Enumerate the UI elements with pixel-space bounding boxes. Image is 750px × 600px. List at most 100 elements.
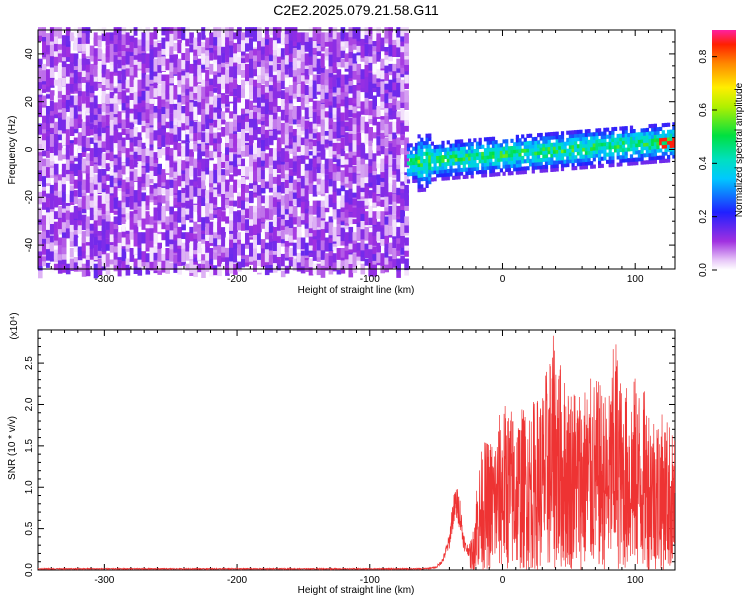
spectrogram-cell xyxy=(249,74,254,86)
spectrogram-cell xyxy=(292,190,298,199)
spectrogram-cell xyxy=(133,27,139,36)
spectrogram-cell xyxy=(661,144,665,149)
spectrogram-cell xyxy=(384,27,389,39)
spectrogram-cell xyxy=(245,158,250,167)
spectrogram-cell xyxy=(571,151,575,156)
spectrogram-cell xyxy=(507,167,511,172)
spectrogram-cell xyxy=(296,132,302,147)
spectrogram-cell xyxy=(627,161,631,166)
spectrogram-cell xyxy=(497,161,501,166)
spectrogram-cell xyxy=(653,159,657,164)
spectrogram-cell xyxy=(560,134,565,139)
spectrogram-cell xyxy=(141,163,147,175)
spectrogram-cell xyxy=(93,63,99,77)
spectrogram-cell xyxy=(412,178,416,183)
spectrogram-cell xyxy=(177,158,182,173)
spectrogram-cell xyxy=(264,100,270,115)
spectrogram-cell xyxy=(414,160,419,165)
spectrogram-cell xyxy=(121,137,127,147)
spectrogram-cell xyxy=(153,127,159,141)
spectrogram-cell xyxy=(133,132,139,147)
spectrogram-cell xyxy=(73,63,79,70)
spectrogram-cell xyxy=(233,211,238,223)
spectrogram-cell xyxy=(507,160,511,165)
spectrogram-cell xyxy=(276,205,282,217)
spectrogram-cell xyxy=(539,147,543,152)
spectrogram-cell xyxy=(653,138,657,143)
spectrogram-cell xyxy=(125,148,131,158)
spectrogram-cell xyxy=(121,248,127,262)
spectrogram-cell xyxy=(473,163,477,168)
spectrogram-cell xyxy=(53,174,59,183)
spectrogram-cell xyxy=(372,258,377,265)
spectrogram-cell xyxy=(404,221,409,233)
spectrogram-cell xyxy=(360,253,366,262)
spectrogram-cell xyxy=(253,142,258,154)
spectrogram-cell xyxy=(137,42,143,54)
spectrogram-cell xyxy=(89,100,95,113)
spectrogram-cell xyxy=(245,142,250,157)
spectrogram-cell xyxy=(105,90,111,105)
spectrogram-cell xyxy=(425,140,429,145)
spectrogram-cell xyxy=(635,132,639,137)
spectrogram-cell xyxy=(396,58,401,69)
spectrogram-cell xyxy=(396,69,401,79)
spectrogram-cell xyxy=(672,143,676,148)
spectrogram-cell xyxy=(454,161,458,166)
spectrogram-cell xyxy=(462,153,466,158)
spectrogram-cell xyxy=(105,237,111,245)
spectrogram-cell xyxy=(473,152,477,157)
spectrogram-cell xyxy=(550,164,554,169)
spectrogram-cell xyxy=(300,42,306,55)
spectrogram-cell xyxy=(161,27,166,36)
spectrogram-cell xyxy=(38,153,43,161)
spectrogram-cell xyxy=(483,155,488,160)
spectrogram-cell xyxy=(616,137,620,142)
spectrogram-cell xyxy=(518,152,522,157)
spectrogram-cell xyxy=(651,156,655,161)
spectrogram-cell xyxy=(229,27,234,42)
spectrogram-cell xyxy=(336,200,342,210)
spectrogram-cell xyxy=(468,160,472,165)
spectrogram-cell xyxy=(664,148,668,153)
spectrogram-cell xyxy=(97,116,103,129)
spectrogram-cell xyxy=(157,85,162,97)
spectrogram-cell xyxy=(129,169,135,181)
spectrogram-cells xyxy=(38,27,676,279)
spectrogram-cell xyxy=(537,147,541,152)
spectrogram-cell xyxy=(217,148,222,158)
spectrogram-cell xyxy=(544,154,549,159)
spectrogram-cell xyxy=(205,200,210,214)
spectrogram-cell xyxy=(629,157,634,162)
spectrogram-cell xyxy=(280,106,286,121)
spectrogram-cell xyxy=(352,53,358,64)
spectrogram-cell xyxy=(197,242,202,254)
spectrogram-cell xyxy=(97,211,103,226)
spectrogram-cell xyxy=(209,95,214,105)
spectrogram-cell xyxy=(113,242,119,253)
spectrogram-cell xyxy=(137,90,143,97)
spectrogram-cell xyxy=(161,221,166,230)
spectrogram-cell xyxy=(121,179,127,192)
spectrogram-cell xyxy=(637,157,641,162)
spectrogram-cell xyxy=(316,111,322,124)
spectrogram-cell xyxy=(392,121,397,133)
spectrogram-cell xyxy=(241,116,246,129)
spectrogram-cell xyxy=(368,48,373,57)
spectrogram-cell xyxy=(627,140,631,145)
spectrogram-cell xyxy=(276,200,282,209)
spectrogram-cell xyxy=(69,106,75,119)
spectrogram-cell xyxy=(364,132,370,145)
spectrogram-cell xyxy=(438,158,442,163)
spectrogram-cell xyxy=(197,195,202,204)
spectrogram-cell xyxy=(292,95,298,104)
spectrogram-cell xyxy=(161,184,166,195)
spectrogram-cell xyxy=(276,232,282,243)
spectrogram-cell xyxy=(568,152,572,157)
spectrogram-cell xyxy=(101,153,107,168)
spectrogram-cell xyxy=(149,253,155,262)
spectrogram-cell xyxy=(637,135,641,140)
spectrogram-cell xyxy=(629,132,634,137)
spectrogram-cell xyxy=(169,242,174,250)
spectrogram-cell xyxy=(473,159,477,164)
